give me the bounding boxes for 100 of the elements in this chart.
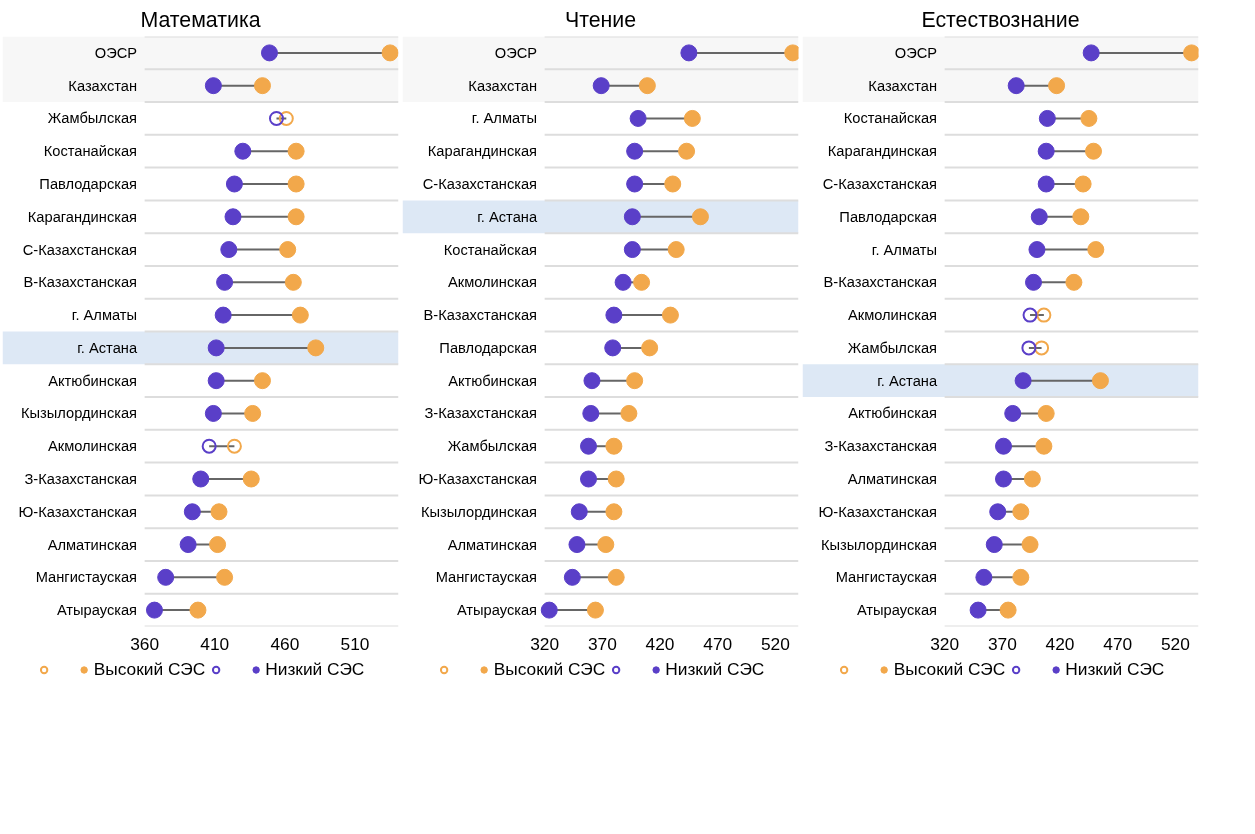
- point: [1028, 241, 1046, 259]
- point: [614, 273, 632, 291]
- point: [1035, 437, 1053, 455]
- point: [234, 142, 252, 160]
- point: [626, 175, 644, 193]
- y-tick-label: Актюбинская: [48, 372, 138, 389]
- y-tick-label: Жамбылская: [447, 438, 538, 455]
- y-tick-label: С-Казахстанская: [422, 176, 538, 192]
- point: [210, 503, 228, 521]
- x-tick-label: 320: [530, 633, 560, 654]
- point: [287, 175, 305, 193]
- point: [1021, 340, 1037, 356]
- point: [253, 372, 271, 390]
- x-tick-label: 460: [270, 633, 300, 654]
- point: [220, 241, 238, 259]
- y-tick-label: Мангистауская: [835, 569, 938, 586]
- point: [664, 175, 682, 193]
- point: [242, 470, 260, 488]
- point: [1037, 142, 1055, 160]
- point: [1007, 77, 1025, 95]
- point: [1080, 109, 1098, 127]
- point: [680, 44, 698, 62]
- x-tick-label: 360: [130, 633, 160, 654]
- point: [661, 306, 679, 324]
- point: [1037, 404, 1055, 422]
- point: [225, 175, 243, 193]
- point: [995, 437, 1012, 455]
- point: [607, 568, 625, 586]
- x-tick-label: 420: [645, 633, 675, 654]
- y-tick-label: Костанайская: [443, 241, 538, 258]
- point: [626, 372, 644, 390]
- y-tick-label: В-Казахстанская: [423, 307, 538, 324]
- point: [563, 568, 581, 586]
- y-tick-label: Кызылординская: [421, 503, 538, 520]
- y-tick-label: Павлодарская: [39, 176, 138, 192]
- point: [975, 568, 993, 586]
- point: [207, 372, 225, 390]
- x-tick-label: 520: [1160, 633, 1190, 654]
- point: [580, 470, 597, 488]
- point: [209, 536, 227, 554]
- y-tick-label: В-Казахстанская: [23, 274, 138, 291]
- point: [605, 437, 623, 455]
- point: [1085, 142, 1102, 160]
- y-tick-label: Алматинская: [47, 536, 138, 553]
- point: [1012, 503, 1030, 521]
- point: [1087, 241, 1105, 259]
- point: [586, 601, 604, 619]
- point: [183, 503, 201, 521]
- y-tick-label: Кызылординская: [821, 536, 938, 553]
- y-tick-label: ОЭСР: [894, 44, 938, 61]
- point: [667, 241, 685, 259]
- point: [244, 404, 262, 422]
- legend-label: Высокий СЭС: [893, 658, 1006, 680]
- y-tick-label: г. Астана: [77, 339, 138, 356]
- point: [279, 241, 297, 259]
- y-tick-label: ОЭСР: [94, 44, 138, 61]
- point: [201, 438, 217, 454]
- y-tick-label: Казахстан: [868, 77, 938, 94]
- y-tick-label: Павлодарская: [439, 339, 538, 356]
- y-tick-label: Павлодарская: [839, 208, 938, 225]
- y-tick-label: Алматинская: [847, 471, 938, 487]
- point: [605, 503, 623, 521]
- point: [691, 208, 709, 226]
- point: [287, 208, 305, 226]
- chart-title: Чтение: [564, 7, 637, 32]
- point: [1012, 568, 1030, 586]
- x-tick-label: 320: [930, 633, 960, 654]
- point: [678, 142, 696, 160]
- x-tick-label: 370: [587, 633, 617, 654]
- point: [189, 601, 207, 619]
- y-tick-label: Карагандинская: [27, 208, 138, 225]
- point: [1037, 175, 1055, 193]
- y-tick-label: З-Казахстанская: [824, 438, 938, 455]
- point: [278, 110, 294, 126]
- point: [620, 404, 638, 422]
- point: [969, 601, 987, 619]
- point: [381, 44, 399, 62]
- point: [192, 470, 210, 488]
- point: [1030, 208, 1048, 226]
- point: [638, 77, 656, 95]
- chart-title: Естествознание: [921, 7, 1080, 32]
- point: [605, 306, 623, 324]
- y-tick-label: Карагандинская: [427, 143, 538, 160]
- point: [1021, 536, 1039, 554]
- point: [985, 536, 1003, 554]
- point: [204, 404, 222, 422]
- legend-label: Низкий СЭС: [1065, 658, 1165, 680]
- point: [623, 241, 641, 259]
- point: [287, 142, 305, 160]
- point: [226, 438, 242, 454]
- y-tick-label: Акмолинская: [447, 274, 538, 291]
- point: [204, 77, 222, 95]
- point: [253, 77, 271, 95]
- point: [1091, 372, 1109, 390]
- y-tick-label: Мангистауская: [35, 569, 138, 586]
- point: [568, 536, 586, 554]
- point: [214, 306, 232, 324]
- point: [592, 77, 610, 95]
- point: [179, 536, 197, 554]
- point: [216, 568, 234, 586]
